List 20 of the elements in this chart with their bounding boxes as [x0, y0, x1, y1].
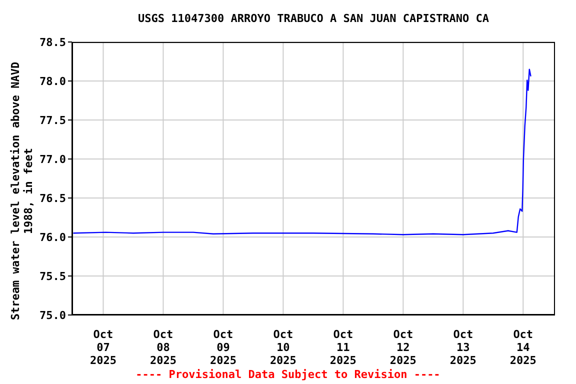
line-series [72, 68, 532, 236]
x-tick-label: Oct 08 2025 [150, 328, 176, 367]
y-tick-label: 77.5 [40, 114, 66, 127]
x-tick-label: Oct 13 2025 [450, 328, 476, 367]
x-tick-label: Oct 10 2025 [270, 328, 296, 367]
text: ---- Provisional Data Subject to Revision ---- [134, 368, 442, 381]
y-tick-label: 75.5 [40, 270, 66, 283]
y-tick-label: 76.0 [40, 230, 66, 244]
x-tick-label: Oct 09 2025 [210, 328, 236, 367]
y-tick-label: 75.0 [40, 308, 66, 322]
y-axis-title: Stream water level elevation above NAVD 1988, in feet [9, 60, 35, 322]
chart-title: USGS 11047300 ARROYO TRABUCO A SAN JUAN CAPISTRANO CA [137, 12, 490, 25]
x-tick-label: Oct 14 2025 [510, 328, 536, 367]
y-tick-label: 76.5 [40, 192, 66, 205]
y-tick-label: 78.5 [40, 36, 66, 49]
x-tick-label: Oct 07 2025 [90, 328, 116, 367]
x-tick-label: Oct 12 2025 [390, 328, 416, 367]
x-tick-label: Oct 11 2025 [330, 328, 356, 367]
y-tick-label: 78.0 [40, 74, 66, 88]
y-tick-label: 77.0 [40, 152, 66, 166]
